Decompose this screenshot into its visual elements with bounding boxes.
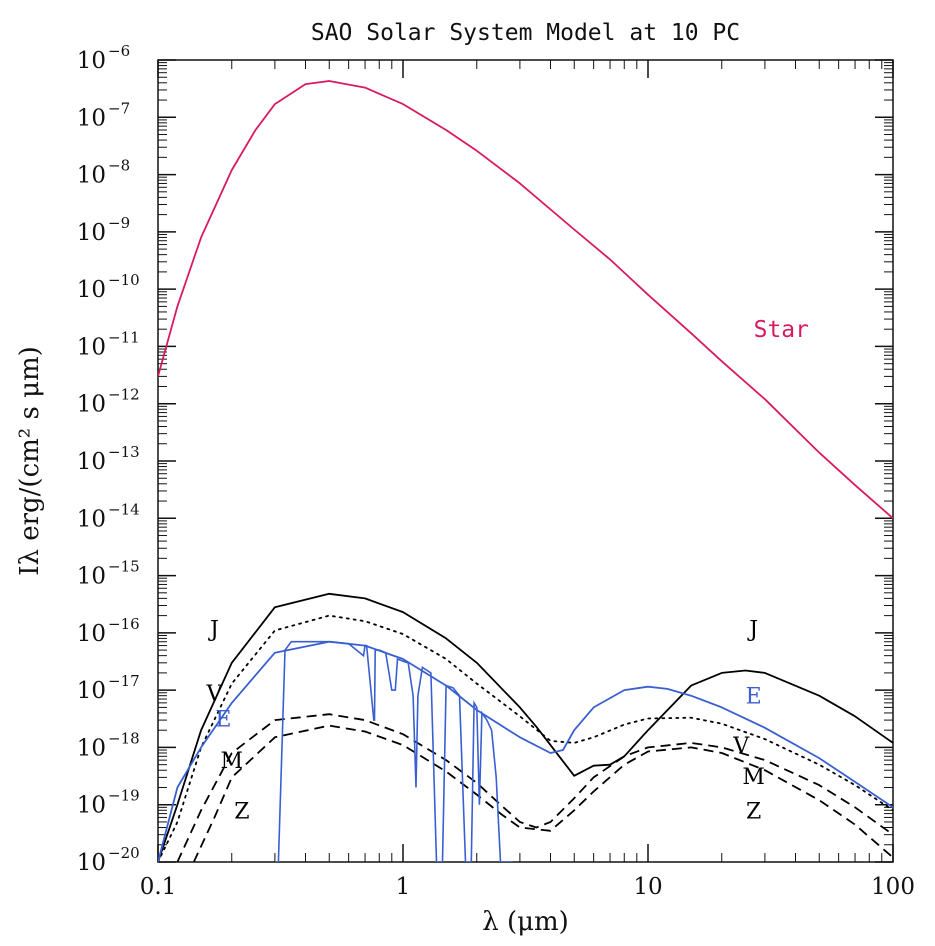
annotation-j: J <box>747 617 758 642</box>
x-tick-labels: 0.1 1 10 100 <box>140 874 915 900</box>
annotation-v: V <box>732 734 750 759</box>
y-tick-exponent: −19 <box>108 787 140 805</box>
y-tick-label: 10 <box>77 163 106 189</box>
y-axis-label: Iλ erg/(cm² s μm) <box>15 346 45 576</box>
y-tick-exponent: −8 <box>108 157 130 175</box>
y-tick-exponent: −13 <box>108 443 140 461</box>
annotation-e: E <box>746 685 762 710</box>
x-tick-label: 0.1 <box>140 874 177 900</box>
y-tick-label: 10 <box>77 735 106 761</box>
y-tick-label: 10 <box>77 793 106 819</box>
y-tick-exponent: −16 <box>108 615 140 633</box>
y-tick-exponent: −15 <box>108 558 140 576</box>
y-tick-exponent: −17 <box>108 672 140 690</box>
y-tick-exponent: −10 <box>108 271 140 289</box>
y-tick-exponent: −6 <box>108 42 130 60</box>
major-ticks <box>157 59 894 863</box>
y-tick-exponent: −14 <box>108 500 140 518</box>
y-tick-label: 10 <box>77 392 106 418</box>
series-lines <box>158 80 893 862</box>
y-tick-label: 10 <box>77 564 106 590</box>
y-tick-label: 10 <box>77 334 106 360</box>
x-axis-label: λ (μm) <box>482 907 569 937</box>
x-tick-label: 100 <box>871 874 915 900</box>
annotation-v: V <box>206 682 224 707</box>
series-z-line <box>192 724 893 862</box>
y-tick-exponent: −12 <box>108 386 140 404</box>
annotation-m: M <box>220 749 243 774</box>
y-tick-label: 10 <box>77 48 106 74</box>
series-m-line <box>176 713 893 862</box>
y-tick-exponent: −20 <box>108 844 140 862</box>
y-tick-exponent: −11 <box>108 328 140 346</box>
annotation-e: E <box>215 707 231 732</box>
series-star-line <box>158 80 893 519</box>
chart-title: SAO Solar System Model at 10 PC <box>311 20 740 46</box>
y-tick-exponent: −9 <box>108 214 130 232</box>
series-e-absorption-line <box>274 640 513 862</box>
y-tick-exponent: −7 <box>108 99 130 117</box>
annotation-z: Z <box>234 799 249 824</box>
y-tick-label: 10 <box>77 506 106 532</box>
series-j-line <box>158 592 893 862</box>
annotation-m: M <box>742 765 765 790</box>
y-tick-label: 10 <box>77 621 106 647</box>
y-tick-label: 10 <box>77 850 106 876</box>
x-tick-label: 1 <box>396 874 411 900</box>
plot-frame <box>157 59 894 863</box>
y-tick-label: 10 <box>77 678 106 704</box>
y-tick-exponent: −18 <box>108 729 140 747</box>
y-tick-label: 10 <box>77 220 106 246</box>
minor-ticks <box>158 60 893 862</box>
series-v-line <box>158 614 893 862</box>
series-e-line <box>158 640 893 862</box>
annotation-z: Z <box>746 799 761 824</box>
y-tick-label: 10 <box>77 105 106 131</box>
y-tick-label: 10 <box>77 449 106 475</box>
y-tick-label: 10 <box>77 277 106 303</box>
x-tick-label: 10 <box>633 874 662 900</box>
annotation-j: J <box>208 617 219 642</box>
annotation-star: Star <box>754 317 809 343</box>
